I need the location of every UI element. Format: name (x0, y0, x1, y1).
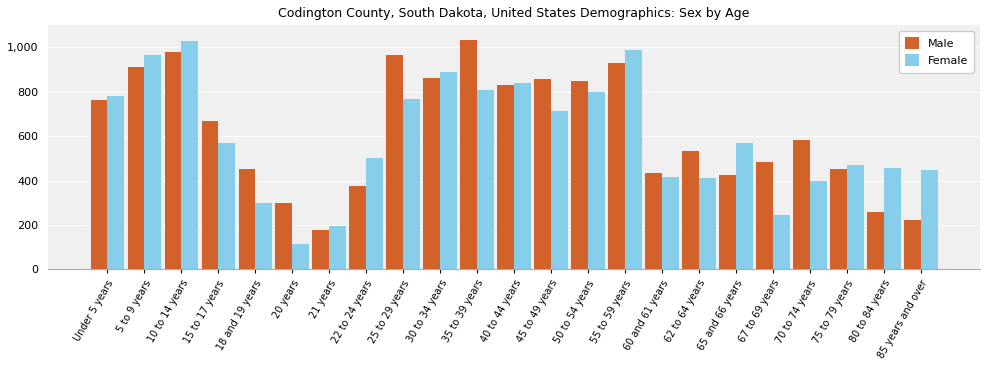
Bar (719, 175, 736, 269)
Bar (313, 230, 328, 269)
Bar (607, 62, 624, 269)
Bar (181, 41, 197, 269)
Bar (698, 178, 715, 269)
Bar (681, 151, 698, 269)
Bar (588, 92, 604, 269)
Bar (349, 186, 366, 269)
Bar (793, 140, 810, 269)
Bar (810, 181, 826, 269)
Bar (91, 100, 107, 269)
Bar (736, 143, 752, 269)
Bar (107, 96, 123, 269)
Bar (201, 121, 218, 269)
Bar (255, 203, 271, 269)
Bar (366, 158, 383, 269)
Bar (571, 81, 588, 269)
Bar (514, 83, 530, 269)
Bar (662, 177, 678, 269)
Bar (883, 168, 900, 269)
Legend: Male, Female: Male, Female (897, 31, 973, 73)
Bar (645, 173, 662, 269)
Bar (239, 169, 255, 269)
Bar (772, 215, 789, 269)
Bar (218, 143, 235, 269)
Bar (476, 90, 493, 269)
Bar (867, 212, 883, 269)
Bar (292, 244, 309, 269)
Bar (402, 99, 419, 269)
Bar (460, 40, 476, 269)
Bar (533, 79, 550, 269)
Bar (624, 50, 641, 269)
Bar (550, 111, 567, 269)
Bar (423, 78, 440, 269)
Bar (903, 220, 920, 269)
Bar (920, 170, 937, 269)
Bar (846, 166, 863, 269)
Bar (387, 55, 402, 269)
Bar (165, 52, 181, 269)
Title: Codington County, South Dakota, United States Demographics: Sex by Age: Codington County, South Dakota, United S… (278, 7, 749, 20)
Bar (127, 67, 144, 269)
Bar (440, 72, 457, 269)
Bar (755, 162, 772, 269)
Bar (328, 226, 345, 269)
Bar (829, 169, 846, 269)
Bar (144, 55, 161, 269)
Bar (275, 203, 292, 269)
Bar (497, 84, 514, 269)
